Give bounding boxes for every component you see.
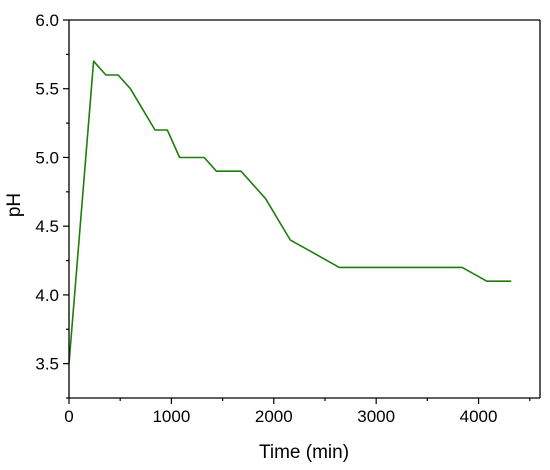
x-tick-label: 4000 xyxy=(460,407,498,426)
y-tick-label: 6.0 xyxy=(35,11,59,30)
x-axis-title: Time (min) xyxy=(259,442,349,463)
x-tick-label: 3000 xyxy=(357,407,395,426)
x-tick-label: 0 xyxy=(64,407,73,426)
x-tick-label: 2000 xyxy=(255,407,293,426)
y-tick-label: 5.5 xyxy=(35,80,59,99)
y-tick-label: 5.0 xyxy=(35,148,59,167)
axes: 3.5 4.0 4.5 5.0 5.5 6.0 0 1000 2000 3000 4000 xyxy=(35,11,541,426)
y-tick-label: 4.5 xyxy=(35,217,59,236)
y-tick-label: 3.5 xyxy=(35,355,59,374)
y-tick-label: 4.0 xyxy=(35,286,59,305)
x-tick-label: 1000 xyxy=(152,407,190,426)
ph-series-line xyxy=(68,60,512,364)
y-axis-title: pH xyxy=(4,193,25,217)
series-layer xyxy=(68,60,512,364)
